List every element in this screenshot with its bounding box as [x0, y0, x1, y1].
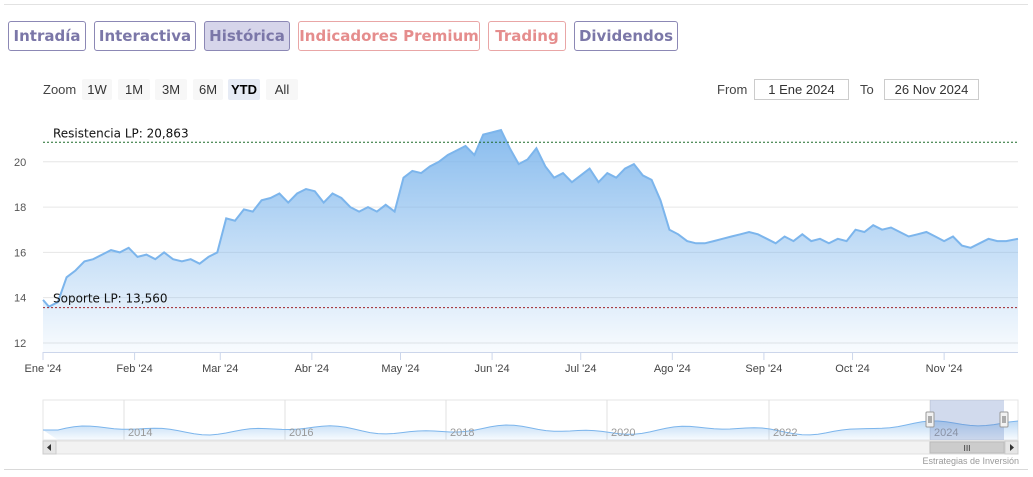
- tab-indicadores-premium[interactable]: Indicadores Premium: [298, 21, 480, 51]
- navigator-year-label: 2016: [289, 427, 313, 439]
- zoom-label: Zoom: [43, 82, 77, 97]
- navigator-line: [43, 420, 1019, 436]
- y-tick-label: 12: [14, 338, 26, 350]
- x-tick-label: Oct '24: [835, 363, 870, 375]
- zoom-3m-button[interactable]: 3M: [155, 79, 187, 100]
- navigator-right-handle[interactable]: [999, 411, 1009, 428]
- x-tick-label: Jul '24: [565, 363, 596, 375]
- series-line: [42, 128, 1019, 308]
- to-label: To: [860, 82, 874, 97]
- x-tick-label: Ago '24: [654, 363, 691, 375]
- navigator-selection[interactable]: [930, 400, 1004, 440]
- to-date-input[interactable]: 26 Nov 2024: [884, 79, 979, 100]
- x-tick-label: Sep '24: [745, 363, 782, 375]
- navigator-year-label: 2014: [128, 427, 152, 439]
- x-tick-label: Ene '24: [25, 363, 62, 375]
- zoom-1m-button[interactable]: 1M: [118, 79, 150, 100]
- zoom-ytd-button[interactable]: YTD: [228, 79, 260, 100]
- credit-text: Estrategias de Inversión: [922, 456, 1019, 466]
- top-divider: [4, 4, 1028, 5]
- zoom-6m-button[interactable]: 6M: [193, 79, 223, 100]
- navigator-year-label: 2018: [450, 427, 474, 439]
- tab-trading[interactable]: Trading: [488, 21, 566, 51]
- tab-dividendos[interactable]: Dividendos: [574, 21, 678, 51]
- series-area: [43, 130, 1018, 352]
- y-tick-label: 16: [14, 247, 26, 259]
- y-tick-label: 20: [14, 157, 26, 169]
- support-label: Soporte LP: 13,560: [53, 292, 168, 306]
- from-date-input[interactable]: 1 Ene 2024: [754, 79, 849, 100]
- navigator-year-label: 2024: [934, 427, 958, 439]
- from-label: From: [717, 82, 748, 97]
- zoom-all-button[interactable]: All: [266, 79, 298, 100]
- y-tick-label: 14: [14, 293, 26, 305]
- scrollbar-thumb[interactable]: [929, 441, 1005, 454]
- x-tick-label: May '24: [381, 363, 419, 375]
- x-tick-label: Nov '24: [926, 363, 963, 375]
- navigator-year-label: 2020: [611, 427, 635, 439]
- arrow-left-icon: [47, 444, 51, 451]
- y-tick-label: 18: [14, 202, 26, 214]
- scrollbar-grip-icon: III: [963, 444, 970, 453]
- x-tick-label: Mar '24: [202, 363, 238, 375]
- navigator-area: [43, 421, 1018, 440]
- tab-interactiva[interactable]: Interactiva: [94, 21, 196, 51]
- x-tick-label: Abr '24: [295, 363, 330, 375]
- navigator-left-handle[interactable]: [925, 411, 935, 428]
- x-tick-label: Feb '24: [116, 363, 152, 375]
- scrollbar-track: [42, 440, 1019, 455]
- tab-intradia[interactable]: Intradía: [8, 21, 86, 51]
- arrow-right-icon: [1010, 444, 1014, 451]
- bottom-divider: [4, 469, 1028, 470]
- navigator-year-label: 2022: [773, 427, 797, 439]
- zoom-1w-button[interactable]: 1W: [82, 79, 112, 100]
- tab-historica[interactable]: Histórica: [204, 21, 290, 51]
- resistance-label: Resistencia LP: 20,863: [53, 126, 189, 140]
- x-tick-label: Jun '24: [475, 363, 510, 375]
